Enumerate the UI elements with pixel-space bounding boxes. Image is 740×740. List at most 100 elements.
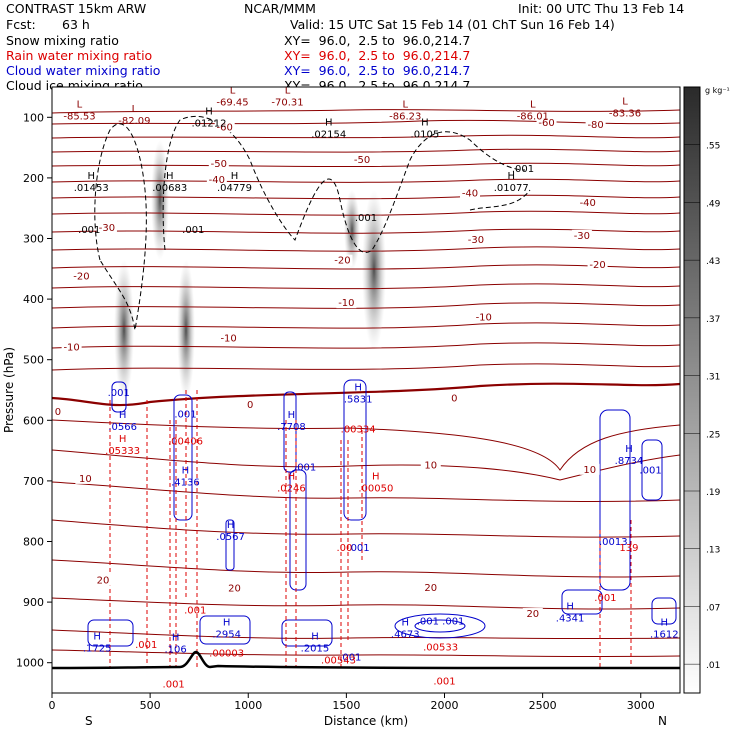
y-tick-label: 500: [23, 354, 44, 367]
temp-contour: [52, 109, 680, 114]
snow-plume: [114, 260, 134, 400]
temp-contour-label: 10: [79, 474, 92, 485]
temp-label-bg: [420, 459, 441, 471]
temp-label-bg: [61, 341, 82, 353]
temp-label-bg: [332, 254, 353, 266]
temp-label-bg: [47, 406, 68, 418]
high-value: .8734: [615, 456, 644, 467]
temp-contour: [52, 629, 680, 640]
north-label: N: [658, 714, 667, 728]
x-tick-label: 2000: [431, 699, 459, 712]
temp-label-bg: [536, 117, 557, 129]
temp-label-bg: [208, 157, 229, 169]
contour-value-label: 001: [351, 543, 370, 554]
low-value: -86.23: [389, 111, 421, 122]
y-tick-label: 700: [23, 475, 44, 488]
y-tick-label: 900: [23, 596, 44, 609]
high-value: .01453: [74, 183, 109, 194]
low-marker: L: [77, 99, 83, 110]
model-title: CONTRAST 15km ARW: [6, 1, 147, 16]
temp-label-bg: [214, 121, 235, 133]
temp-contour: [52, 194, 680, 200]
high-marker: H: [354, 382, 362, 393]
high-marker: H: [372, 471, 380, 482]
cloud-water-contour: [281, 619, 333, 647]
high-value: .05333: [105, 446, 140, 457]
low-value: -69.45: [216, 97, 248, 108]
cloud-ice-contours: [94, 115, 531, 331]
temp-contour: [52, 210, 680, 216]
init-time: Init: 00 UTC Thu 13 Feb 14: [518, 1, 685, 16]
temp-contour: [52, 519, 680, 538]
snow-shading: [114, 140, 386, 400]
low-marker: L: [230, 85, 236, 96]
colorbar-label: .49: [706, 199, 721, 209]
temp-contour: [52, 134, 680, 139]
temp-contour-label: -10: [220, 333, 236, 344]
valid-time: Valid: 15 UTC Sat 15 Feb 14 (01 ChT Sun …: [290, 17, 615, 32]
temp-contour-label: -10: [476, 313, 492, 324]
contour-value-label: .001: [512, 164, 534, 175]
temp-contour-label: -50: [354, 155, 370, 166]
contour-value-label: .001: [174, 409, 196, 420]
y-tick-label: 600: [23, 414, 44, 427]
temp-contour-label: 20: [97, 576, 110, 587]
fcst-label: Fcst:: [6, 17, 36, 32]
temp-contour-label: 0: [247, 400, 253, 411]
high-marker: H: [166, 171, 174, 182]
y-tick-label: 1000: [16, 657, 44, 670]
temp-label-bg: [577, 197, 598, 209]
field-xy-snow: XY= 96.0, 2.5 to 96.0,214.7: [284, 33, 471, 48]
temp-contour-label: 20: [228, 584, 241, 595]
high-value: .4673: [391, 629, 420, 640]
temp-label-bg: [522, 608, 543, 620]
high-marker: H: [507, 171, 515, 182]
y-tick-label: 400: [23, 293, 44, 306]
field-name-snow: Snow mixing ratio: [6, 33, 119, 48]
high-marker: H: [119, 410, 127, 421]
high-value: .4136: [171, 477, 200, 488]
temp-contour-label: -60: [217, 122, 233, 133]
low-value: -70.31: [271, 97, 303, 108]
contour-value-label: .001: [639, 466, 661, 477]
low-marker: L: [402, 99, 408, 110]
cloud-water-contour: [225, 519, 235, 571]
temp-contour: [52, 302, 680, 309]
temp-label-bg: [224, 582, 245, 594]
cloud-ice-contour: [469, 189, 531, 211]
snow-plume: [151, 140, 169, 260]
field-name-cloud-water: Cloud water mixing ratio: [6, 63, 161, 78]
high-value: .0246: [277, 483, 306, 494]
colorbar-unit: g kg⁻¹: [705, 86, 730, 95]
plot-frame: [51, 86, 681, 694]
temp-label-bg: [473, 311, 494, 323]
cloud-water-contour: [414, 619, 466, 633]
temp-contour: [52, 382, 680, 407]
temp-contour-label: -20: [334, 256, 350, 267]
high-value: .7708: [277, 422, 306, 433]
high-marker: H: [288, 410, 296, 421]
y-tick-label: 200: [23, 172, 44, 185]
contour-value-label: .001: [182, 225, 204, 236]
contour-value-label: .001: [108, 388, 130, 399]
temp-contour-label: -30: [468, 235, 484, 246]
high-marker: H: [205, 107, 213, 118]
cloud-water-contour: [283, 391, 297, 473]
high-marker: H: [311, 631, 319, 642]
contour-value-label: .001: [78, 225, 100, 236]
high-value: .106: [165, 645, 187, 656]
temp-contour: [52, 597, 680, 610]
contour-value-label: .001: [184, 606, 206, 617]
colorbar-gradient: [683, 86, 701, 694]
temp-contour-label: -20: [589, 260, 605, 271]
temp-contour-label: -30: [99, 223, 115, 234]
high-value: .1725: [83, 643, 112, 654]
temp-label-bg: [240, 398, 261, 410]
colorbar-label: .13: [706, 546, 720, 556]
high-value: .04779: [217, 183, 252, 194]
colorbar-label: .19: [706, 488, 721, 498]
temp-contour: [52, 559, 680, 578]
terrain-line: [52, 650, 680, 670]
temperature-contours: [52, 109, 680, 658]
